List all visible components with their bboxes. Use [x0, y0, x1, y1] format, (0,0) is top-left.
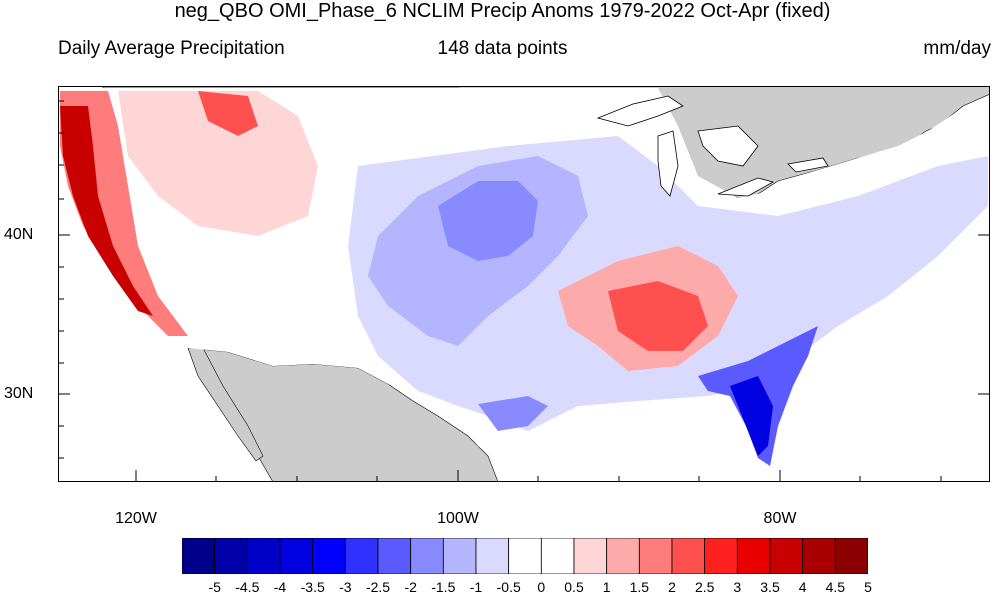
colorbar-swatch — [344, 538, 379, 574]
colorbar-swatch — [279, 538, 314, 574]
lake-huron — [697, 125, 759, 167]
colorbar-swatch — [834, 538, 868, 574]
colorbar-swatch — [606, 538, 640, 574]
colorbar-tick-label: 0.5 — [564, 579, 584, 595]
colorbar-tick-label: -2.5 — [365, 579, 391, 595]
colorbar-swatch — [540, 538, 575, 574]
lake-ontario — [787, 157, 829, 173]
colorbar-tick-label: -1 — [469, 579, 483, 595]
colorbar-swatch — [246, 538, 281, 574]
colorbar-swatch — [802, 538, 836, 574]
colorbar-tick-label: 1.5 — [629, 579, 650, 595]
colorbar-tick-label: 0 — [537, 579, 546, 595]
map-border — [58, 86, 990, 482]
lat-label-30n: 30N — [4, 385, 34, 402]
anom-se-red2 — [608, 281, 708, 351]
colorbar-swatch — [182, 538, 216, 574]
anom-westcoast-dark — [60, 106, 153, 316]
subtitle-variable: Daily Average Precipitation — [58, 38, 285, 59]
chart-title: neg_QBO OMI_Phase_6 NCLIM Precip Anoms 1… — [174, 0, 831, 22]
colorbar-tick-label: 2.5 — [694, 579, 715, 595]
colorbar-tick-label: -0.5 — [496, 579, 521, 595]
anom-central-blue2 — [438, 181, 538, 261]
subtitle-count: 148 data points — [437, 38, 568, 59]
lake-michigan — [657, 130, 679, 197]
colorbar-swatch — [475, 538, 510, 574]
subtitle-units: mm/day — [923, 38, 991, 59]
precip-anomaly-map — [58, 86, 990, 482]
anom-texas-blue — [478, 396, 548, 431]
colorbar-swatch — [736, 538, 771, 574]
anom-florida-dark — [730, 376, 773, 456]
colorbar-tick-label: -4 — [273, 579, 287, 595]
lon-label-80w: 80W — [763, 510, 797, 527]
lake-erie — [717, 177, 775, 197]
baja-land — [187, 347, 264, 462]
colorbar-tick-label: -3 — [339, 579, 352, 595]
colorbar-tick-label: 2 — [668, 579, 676, 595]
colorbar-tick-label: -4.5 — [235, 579, 260, 595]
lon-label-100w: 100W — [437, 510, 479, 527]
colorbar-tick-label: -3.5 — [300, 579, 325, 595]
colorbar-swatch — [573, 538, 608, 574]
colorbar-tick-label: -2 — [404, 579, 417, 595]
colorbar-tick-label: 5 — [864, 579, 872, 595]
colorbar-tick-label: 4 — [798, 579, 807, 595]
lon-label-120w: 120W — [115, 510, 157, 527]
colorbar-swatch — [671, 538, 706, 574]
anom-northwest-pink — [118, 91, 318, 236]
colorbar-tick-label: 4.5 — [825, 579, 846, 595]
colorbar — [182, 538, 868, 574]
colorbar-swatch — [377, 538, 412, 574]
colorbar-swatch — [508, 538, 542, 574]
colorbar-tick-label: 3 — [733, 579, 742, 595]
colorbar-swatch — [769, 538, 804, 574]
colorbar-tick-label: -5 — [208, 579, 221, 595]
colorbar-tick-label: 3.5 — [760, 579, 780, 595]
colorbar-swatch — [312, 538, 346, 574]
colorbar-swatch — [704, 538, 738, 574]
colorbar-swatch — [442, 538, 477, 574]
lat-label-40n: 40N — [4, 226, 34, 243]
colorbar-swatch — [638, 538, 673, 574]
colorbar-tick-label: -1.5 — [431, 579, 456, 595]
anom-idaho-red — [198, 91, 258, 136]
colorbar-swatch — [410, 538, 444, 574]
colorbar-tick-label: 1 — [602, 579, 611, 595]
colorbar-swatch — [214, 538, 248, 574]
lake-superior — [596, 95, 684, 127]
